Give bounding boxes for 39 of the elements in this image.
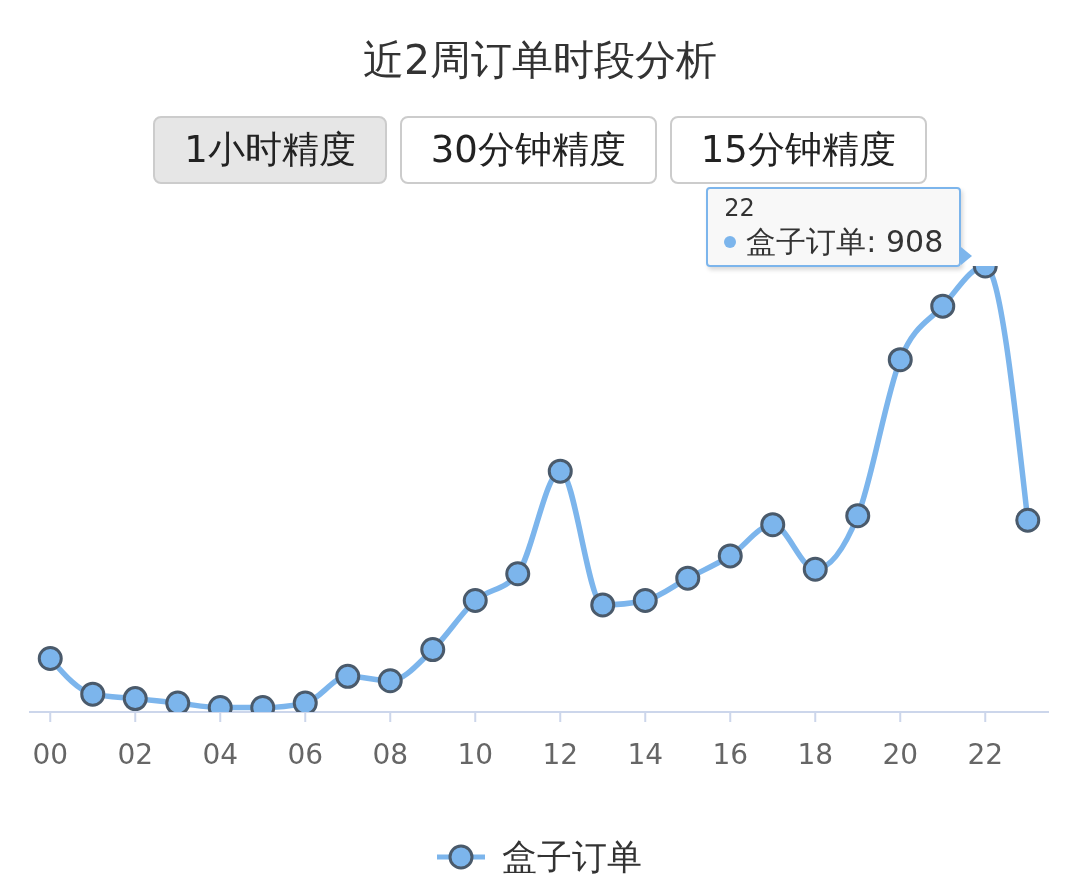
point [335,663,361,689]
point [632,588,658,613]
x-tick-label: 22 [967,737,1004,771]
x-tick-label: 08 [372,737,409,771]
x-tick-label: 12 [542,737,579,771]
point [760,512,786,538]
x-tick-label: 20 [882,737,919,771]
point [845,503,871,529]
point [122,686,148,712]
point [717,543,743,569]
x-tick-label: 14 [627,737,664,771]
x-tick-label: 06 [287,737,324,771]
point [292,690,318,712]
point [930,293,956,319]
annotation: 22 盒子订单: 908 [724,193,944,261]
toggle-button: 30分钟精度 [399,116,657,184]
point [887,347,913,373]
point [377,668,403,694]
x-tick-label: 00 [32,737,69,771]
point [462,588,488,613]
point [675,565,701,591]
point [420,637,446,663]
toggle-button: 1小时精度 [153,116,387,184]
toggle-button: 15分钟精度 [669,116,927,184]
point [1015,507,1041,533]
point [80,681,106,707]
x-tick-label: 16 [712,737,749,771]
x-tick-label: 18 [797,737,834,771]
point [802,556,828,582]
x-tick-label: 02 [117,737,154,771]
chart-title: 近2周订单时段分析 [361,35,719,86]
legend-label: 盒子订单 [502,835,642,879]
point [505,561,531,587]
x-tick-label: 04 [202,737,239,771]
point [37,645,63,671]
point [165,690,191,712]
point [547,458,573,484]
point [590,592,616,618]
x-tick-label: 10 [457,737,494,771]
